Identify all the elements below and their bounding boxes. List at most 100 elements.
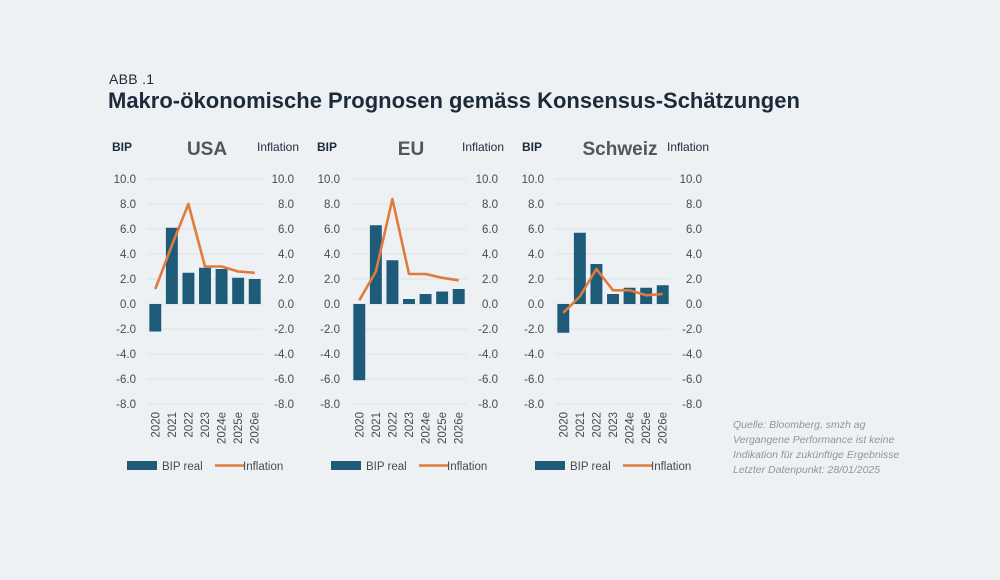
y-tick-left: 8.0 xyxy=(528,199,544,211)
y-tick-right: 2.0 xyxy=(482,274,498,286)
chart-panel-schweiz: BIP Schweiz Inflation 10.0 10.0 8.0 8.0 6.0 6.0 4… xyxy=(522,139,709,473)
y-tick-right: 4.0 xyxy=(482,249,498,261)
bar-2024e xyxy=(419,294,432,304)
y-tick-right: -2.0 xyxy=(274,324,294,336)
chart-title: USA xyxy=(187,139,227,160)
legend-label-bar: BIP real xyxy=(366,461,407,473)
y-tick-left: 10.0 xyxy=(318,174,340,186)
y-tick-left: -2.0 xyxy=(524,324,544,336)
y-tick-left: 4.0 xyxy=(528,249,544,261)
legend-swatch-bar xyxy=(535,461,565,470)
source-line: Quelle: Bloomberg, smzh ag xyxy=(733,419,866,431)
bar-2024e xyxy=(215,269,228,304)
figure-label: ABB .1 xyxy=(109,71,155,87)
bar-2022 xyxy=(386,260,399,304)
bar-2025e xyxy=(436,291,449,304)
bar-2021 xyxy=(573,232,586,304)
source-line: Letzter Datenpunkt: 28/01/2025 xyxy=(733,464,881,476)
y-tick-left: 2.0 xyxy=(324,274,340,286)
bar-2026e xyxy=(452,289,465,304)
y-tick-right: -6.0 xyxy=(478,374,498,386)
legend-swatch-bar xyxy=(331,461,361,470)
x-tick-label: 2022 xyxy=(387,412,399,438)
y-tick-left: -4.0 xyxy=(524,349,544,361)
bar-2022 xyxy=(590,264,603,304)
chart-panel-eu: BIP EU Inflation 10.0 10.0 8.0 8.0 6.0 6.0 4.0 4.0… xyxy=(317,139,504,473)
x-tick-label: 2023 xyxy=(404,412,416,438)
bar-2020 xyxy=(353,304,366,381)
x-tick-label: 2024e xyxy=(625,412,637,444)
x-tick-label: 2025e xyxy=(641,412,653,444)
y-tick-left: 8.0 xyxy=(120,199,136,211)
legend-label-line: Inflation xyxy=(243,461,283,473)
y-tick-right: -6.0 xyxy=(274,374,294,386)
y-tick-left: 6.0 xyxy=(528,224,544,236)
x-tick-label: 2024e xyxy=(217,412,229,444)
x-tick-label: 2023 xyxy=(608,412,620,438)
y-tick-right: 10.0 xyxy=(680,174,702,186)
left-axis-label: BIP xyxy=(522,140,542,154)
left-axis-label: BIP xyxy=(112,140,132,154)
legend-swatch-bar xyxy=(127,461,157,470)
y-tick-right: 2.0 xyxy=(686,274,702,286)
x-tick-label: 2021 xyxy=(167,412,179,438)
y-tick-left: 10.0 xyxy=(522,174,544,186)
x-tick-label: 2026e xyxy=(454,412,466,444)
x-tick-label: 2023 xyxy=(200,412,212,438)
y-tick-right: -2.0 xyxy=(478,324,498,336)
x-tick-label: 2020 xyxy=(558,412,570,438)
y-tick-right: 10.0 xyxy=(476,174,498,186)
y-tick-right: 0.0 xyxy=(278,299,294,311)
y-tick-left: -6.0 xyxy=(320,374,340,386)
y-tick-left: -8.0 xyxy=(524,399,544,411)
y-tick-right: 6.0 xyxy=(686,224,702,236)
y-tick-left: -8.0 xyxy=(116,399,136,411)
source-line: Indikation für zukünftige Ergebnisse xyxy=(733,449,900,461)
y-tick-left: 2.0 xyxy=(120,274,136,286)
x-tick-label: 2020 xyxy=(354,412,366,438)
y-tick-left: 4.0 xyxy=(120,249,136,261)
y-tick-right: -4.0 xyxy=(274,349,294,361)
y-tick-right: -6.0 xyxy=(682,374,702,386)
bar-2025e xyxy=(232,277,245,304)
x-tick-label: 2021 xyxy=(371,412,383,438)
y-tick-right: -8.0 xyxy=(682,399,702,411)
chart-panel-usa: BIP USA Inflation 10.0 10.0 8.0 8.0 6.0 6.0 4.0 4.… xyxy=(112,139,299,473)
legend-label-line: Inflation xyxy=(447,461,487,473)
bar-2026e xyxy=(248,279,261,304)
bar-2023 xyxy=(199,267,211,304)
y-tick-left: 6.0 xyxy=(120,224,136,236)
legend-label-bar: BIP real xyxy=(162,461,203,473)
bar-2023 xyxy=(403,299,415,304)
y-tick-right: 10.0 xyxy=(272,174,294,186)
y-tick-right: 0.0 xyxy=(482,299,498,311)
x-tick-label: 2025e xyxy=(437,412,449,444)
x-tick-label: 2020 xyxy=(150,412,162,438)
y-tick-right: 8.0 xyxy=(278,199,294,211)
y-tick-right: -4.0 xyxy=(478,349,498,361)
y-tick-left: 2.0 xyxy=(528,274,544,286)
y-tick-left: 6.0 xyxy=(324,224,340,236)
y-tick-right: -2.0 xyxy=(682,324,702,336)
y-tick-left: -4.0 xyxy=(116,349,136,361)
x-tick-label: 2026e xyxy=(658,412,670,444)
y-tick-right: 2.0 xyxy=(278,274,294,286)
y-tick-left: -2.0 xyxy=(320,324,340,336)
y-tick-right: 0.0 xyxy=(686,299,702,311)
chart-title: EU xyxy=(398,139,424,160)
bar-2022 xyxy=(182,272,195,304)
y-tick-right: 6.0 xyxy=(482,224,498,236)
y-tick-left: -4.0 xyxy=(320,349,340,361)
source-line: Vergangene Performance ist keine xyxy=(733,434,895,446)
x-tick-label: 2025e xyxy=(233,412,245,444)
bar-2023 xyxy=(607,294,619,304)
y-tick-left: -6.0 xyxy=(524,374,544,386)
x-tick-label: 2021 xyxy=(575,412,587,438)
x-tick-label: 2024e xyxy=(421,412,433,444)
y-tick-right: 4.0 xyxy=(686,249,702,261)
legend-label-bar: BIP real xyxy=(570,461,611,473)
y-tick-left: -8.0 xyxy=(320,399,340,411)
bar-2020 xyxy=(557,304,570,333)
right-axis-label: Inflation xyxy=(257,140,299,154)
